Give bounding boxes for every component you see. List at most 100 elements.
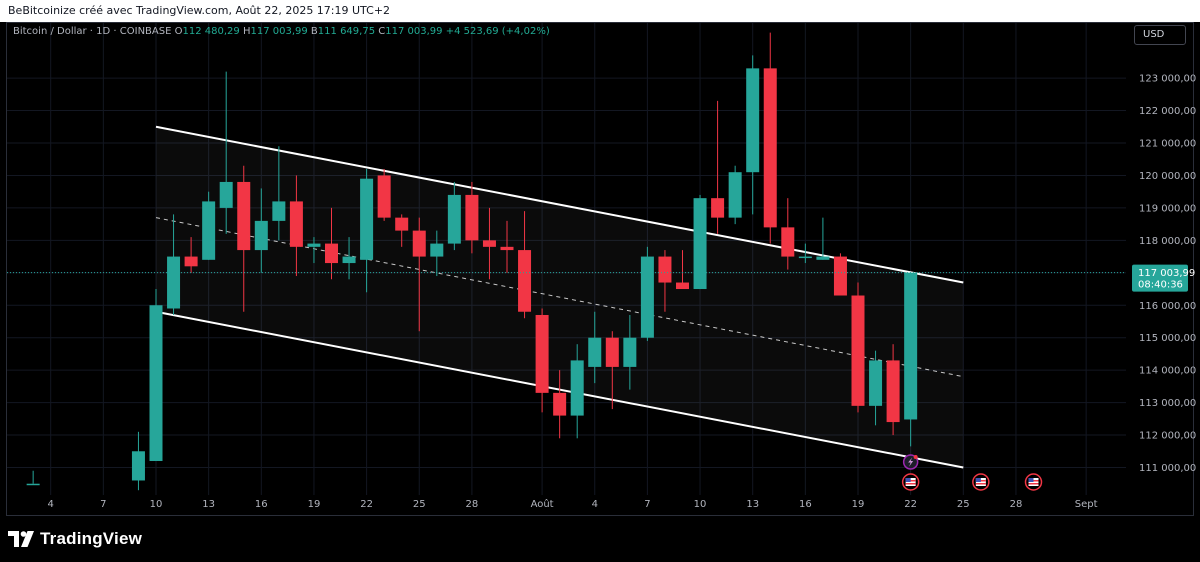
candles	[26, 32, 918, 491]
time-tick-label: 28	[1010, 499, 1023, 510]
time-tick-label: 4	[592, 499, 598, 510]
symbol-name[interactable]: Bitcoin / Dollar · 1D · COINBASE	[13, 26, 172, 37]
candle-body	[746, 68, 760, 173]
candle	[237, 165, 251, 312]
candle-body	[412, 230, 426, 257]
candle-body	[676, 282, 689, 290]
candle	[904, 272, 918, 447]
candle	[272, 146, 286, 241]
time-tick-label: 10	[150, 499, 163, 510]
candle	[149, 289, 163, 462]
event-markers[interactable]	[901, 454, 1043, 491]
time-tick-label: 19	[852, 499, 865, 510]
candle	[693, 194, 707, 290]
candle	[588, 311, 602, 384]
candle-body	[851, 295, 865, 406]
time-tick-label: 25	[413, 499, 426, 510]
time-tick-label: 22	[904, 499, 917, 510]
price-tick-label: 111 000,00	[1139, 463, 1196, 474]
candle-body	[588, 337, 602, 367]
candle	[167, 214, 181, 315]
price-tick-label: 119 000,00	[1139, 203, 1196, 214]
price-axis[interactable]: 111 000,00 112 000,00 113 000,00 114 000,00…	[1139, 74, 1196, 474]
candle	[763, 32, 777, 244]
candle	[816, 217, 830, 260]
candle	[553, 370, 567, 439]
candle	[798, 243, 812, 264]
candle-body	[605, 337, 619, 367]
currency-button[interactable]: USD	[1134, 25, 1186, 45]
us-flag-icon[interactable]	[972, 473, 990, 491]
candle	[728, 165, 742, 225]
candle	[658, 250, 672, 312]
price-tick-label: 114 000,00	[1139, 366, 1196, 377]
candle-body	[131, 451, 145, 481]
candle-body	[623, 337, 637, 367]
candle-body	[693, 198, 707, 290]
candle-body	[553, 392, 567, 416]
candle-body	[816, 256, 830, 260]
open-value: 112 480,29	[182, 26, 240, 37]
candle	[360, 168, 374, 293]
time-tick-label: 19	[308, 499, 321, 510]
candle-body	[482, 240, 496, 247]
candle-body	[342, 256, 356, 264]
candle	[465, 181, 479, 254]
brand-name: TradingView	[40, 529, 143, 548]
candle	[254, 188, 268, 273]
candle-body	[833, 256, 847, 296]
candle-body	[202, 201, 216, 260]
price-tick-label: 121 000,00	[1139, 139, 1196, 150]
symbol-legend[interactable]: Bitcoin / Dollar · 1D · COINBASE O112 48…	[13, 26, 550, 37]
close-value: 117 003,99	[385, 26, 443, 37]
time-axis[interactable]: 4 7 10 13 16 19 22 25 28 Août 4 7 10 13 16 19 22 25 28 Sept	[48, 498, 1098, 510]
candle	[412, 217, 426, 332]
candle-body	[640, 256, 654, 338]
candle	[535, 308, 549, 413]
candle	[430, 230, 444, 277]
candle-body	[447, 194, 461, 244]
candle	[377, 168, 391, 221]
last-price-tag-bg	[1132, 264, 1188, 292]
candle-body	[167, 256, 181, 309]
candle-body	[658, 256, 672, 283]
time-tick-label: Août	[531, 498, 554, 510]
candle-body	[307, 243, 321, 247]
candle	[219, 71, 233, 234]
candle-body	[904, 272, 918, 420]
candle-body	[272, 201, 286, 221]
candle-body	[570, 360, 584, 416]
us-flag-icon[interactable]	[1024, 473, 1043, 491]
time-tick-label: 13	[202, 499, 215, 510]
candle	[869, 350, 883, 426]
close-label: C	[378, 26, 386, 37]
us-flag-icon[interactable]	[901, 473, 920, 491]
candle-body	[869, 360, 883, 406]
candle-body	[325, 243, 338, 264]
price-tick-label: 118 000,00	[1139, 236, 1196, 247]
candle	[482, 207, 496, 280]
candle	[131, 431, 145, 491]
price-tick-label: 120 000,00	[1139, 171, 1196, 182]
time-tick-label: 22	[360, 499, 373, 510]
flash-icon[interactable]	[902, 454, 919, 470]
candle-body	[500, 246, 514, 251]
attribution-text: BeBitcoinize créé avec TradingView.com, …	[8, 4, 391, 17]
candle-body	[518, 250, 532, 312]
candle-body	[886, 360, 900, 423]
low-value: 111 649,75	[317, 26, 376, 37]
time-tick-label: 10	[694, 499, 707, 510]
price-tick-label: 113 000,00	[1139, 398, 1196, 409]
candle-body	[219, 181, 233, 208]
time-tick-label: 4	[48, 499, 54, 510]
last-price-countdown: 08:40:36	[1138, 280, 1183, 291]
footer	[0, 516, 1200, 562]
tradingview-logo[interactable]: TradingView	[8, 529, 142, 549]
price-tick-label: 122 000,00	[1139, 106, 1196, 117]
candle	[289, 175, 303, 277]
chart-frame	[6, 22, 1194, 516]
price-tick-label: 112 000,00	[1139, 431, 1196, 442]
candle-body	[26, 483, 40, 486]
change-value: +4 523,69 (+4,02%)	[445, 26, 550, 37]
